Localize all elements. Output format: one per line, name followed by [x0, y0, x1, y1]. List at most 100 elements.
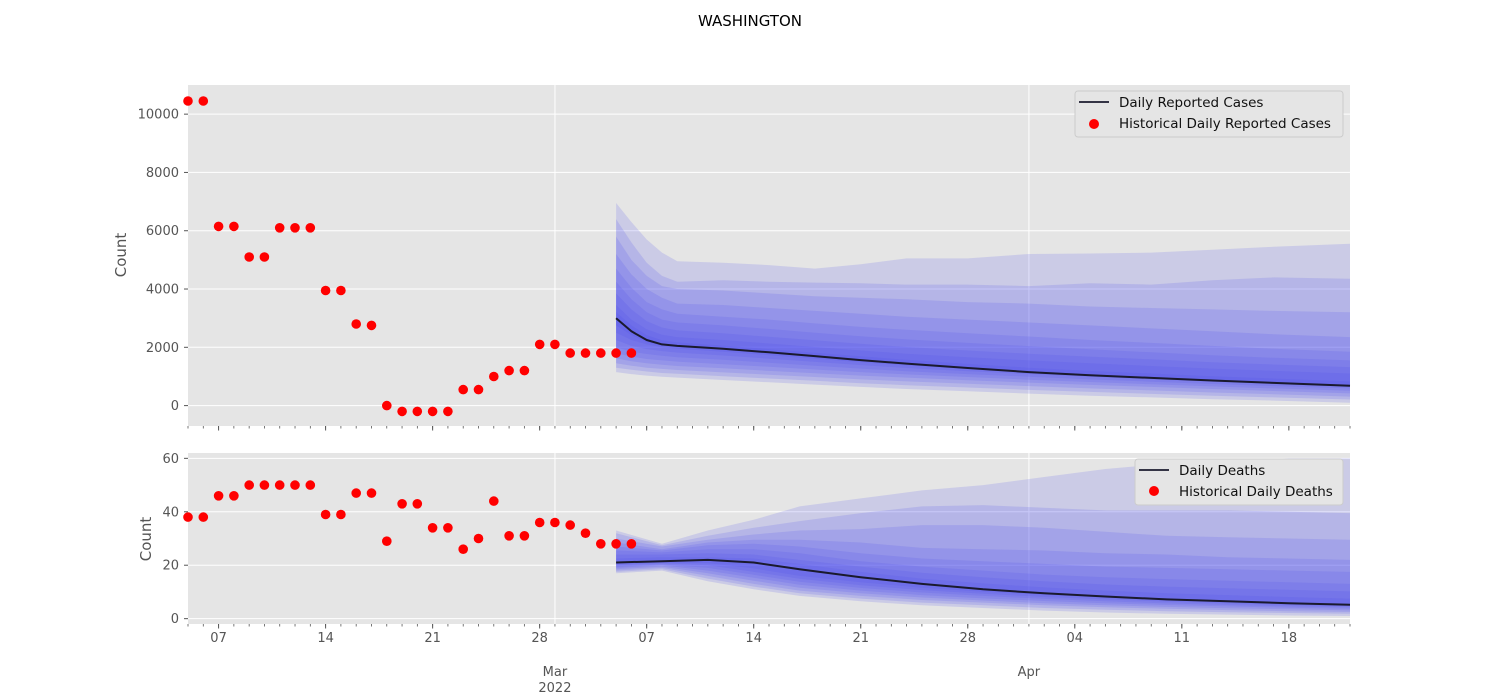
- uncertainty-band: [616, 293, 1350, 387]
- uncertainty-band: [616, 543, 1350, 609]
- historical-point: [244, 252, 254, 262]
- deaths-panel: 0 20 40 60 07 14 21 28 07 14 21 28 04 11 18 Count Dai…: [137, 452, 1351, 646]
- historical-point: [290, 223, 300, 233]
- historical-point: [351, 488, 362, 498]
- historical-point: [183, 512, 193, 522]
- uncertainty-band: [616, 505, 1350, 614]
- historical-point: [427, 523, 438, 533]
- historical-point: [198, 96, 209, 106]
- x-tick-label: 04: [1067, 631, 1084, 646]
- uncertainty-band: [616, 268, 1350, 391]
- x-year-label: 2022: [538, 681, 571, 696]
- x-tick-label: 11: [1174, 631, 1191, 646]
- uncertainty-band: [616, 254, 1350, 394]
- deaths-forecast-line: [616, 558, 1351, 606]
- forecast-line: [616, 558, 1351, 606]
- historical-point: [351, 319, 362, 329]
- y-tick-label: 6000: [146, 224, 179, 239]
- historical-point: [397, 499, 407, 509]
- historical-point: [320, 285, 331, 296]
- deaths-legend-box: [1134, 458, 1344, 506]
- historical-point: [336, 509, 346, 520]
- deaths-historical-points: [183, 480, 637, 554]
- x-tick-label: 14: [317, 631, 334, 646]
- historical-point: [504, 531, 514, 541]
- historical-point: [504, 365, 514, 376]
- y-tick-label: 0: [171, 399, 179, 414]
- x-tick-label: 28: [531, 631, 548, 646]
- cases-y-axis-label: Count: [112, 233, 130, 278]
- cases-legend-box: [1074, 90, 1344, 138]
- historical-point: [473, 384, 484, 395]
- x-month-label: Mar: [543, 665, 568, 680]
- historical-point: [458, 384, 469, 395]
- historical-point: [229, 491, 239, 501]
- historical-point: [412, 499, 423, 509]
- historical-point: [290, 480, 300, 490]
- x-tick-label: 21: [852, 631, 869, 646]
- y-tick-label: 60: [162, 452, 179, 467]
- historical-point: [244, 480, 254, 490]
- historical-point: [366, 320, 377, 331]
- cases-y-ticks: 0 2000 4000 6000 8000 10000: [138, 108, 188, 414]
- deaths-y-axis-label: Count: [137, 517, 155, 562]
- historical-point: [626, 348, 637, 358]
- historical-point: [489, 371, 499, 382]
- cases-legend-point-swatch: [1089, 119, 1099, 129]
- historical-point: [259, 480, 270, 490]
- uncertainty-band: [616, 549, 1350, 608]
- cases-panel: 0 2000 4000 6000 8000 10000 Count Daily Repor…: [112, 85, 1351, 431]
- historical-point: [534, 517, 545, 528]
- deaths-y-ticks: 0 20 40 60: [162, 452, 188, 627]
- historical-point: [274, 480, 285, 490]
- historical-point: [443, 406, 453, 417]
- deaths-x-ticks: 07 14 21 28 07 14 21 28 04 11 18: [187, 624, 1351, 646]
- historical-point: [213, 491, 224, 501]
- historical-point: [626, 539, 637, 549]
- x-tick-label: 14: [745, 631, 762, 646]
- historical-point: [198, 512, 209, 522]
- historical-point: [550, 339, 560, 350]
- uncertainty-band: [616, 203, 1350, 403]
- historical-point: [229, 221, 239, 232]
- historical-point: [489, 496, 499, 506]
- uncertainty-band: [616, 281, 1350, 389]
- historical-point: [183, 96, 193, 106]
- y-tick-label: 40: [162, 505, 179, 520]
- y-tick-label: 0: [171, 612, 179, 627]
- figure-title: WASHINGTON: [698, 12, 802, 30]
- cases-legend: Daily Reported Cases Historical Daily Re…: [1074, 90, 1344, 138]
- historical-point: [320, 509, 331, 520]
- historical-point: [382, 400, 392, 411]
- historical-point: [519, 365, 530, 376]
- historical-point: [596, 348, 606, 358]
- historical-point: [213, 221, 224, 232]
- y-tick-label: 20: [162, 559, 179, 574]
- y-tick-label: 10000: [138, 108, 179, 123]
- historical-point: [519, 531, 530, 541]
- cases-legend-line-label: Daily Reported Cases: [1119, 95, 1263, 111]
- historical-point: [412, 406, 423, 417]
- deaths-legend-point-swatch: [1149, 486, 1159, 496]
- historical-point: [382, 536, 392, 546]
- y-tick-label: 2000: [146, 341, 179, 356]
- cases-forecast-line: [615, 317, 1351, 387]
- historical-point: [580, 528, 591, 538]
- cases-plot-area: [188, 85, 1350, 426]
- historical-point: [274, 223, 285, 233]
- historical-point: [565, 348, 575, 358]
- x-tick-label: 07: [638, 631, 655, 646]
- historical-point: [427, 406, 438, 417]
- cases-historical-points: [183, 96, 637, 417]
- historical-point: [473, 533, 484, 544]
- cases-x-ticks: [187, 426, 1351, 431]
- x-tick-label: 07: [210, 631, 227, 646]
- deaths-legend-line-label: Daily Deaths: [1179, 463, 1265, 479]
- historical-point: [336, 285, 346, 296]
- historical-point: [443, 523, 453, 533]
- x-tick-label: 21: [424, 631, 441, 646]
- x-tick-label: 18: [1281, 631, 1298, 646]
- historical-point: [366, 488, 377, 498]
